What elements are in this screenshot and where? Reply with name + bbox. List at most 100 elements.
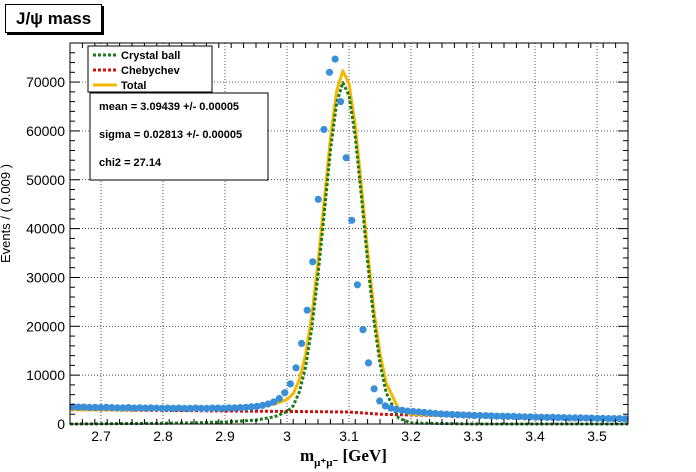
x-axis-label: mμ⁺μ⁻ [GeV] xyxy=(300,446,387,469)
data-point xyxy=(398,406,406,414)
data-point xyxy=(331,55,339,63)
y-tick-label: 40000 xyxy=(26,221,65,237)
data-point xyxy=(303,306,311,314)
data-point xyxy=(85,403,94,411)
data-point xyxy=(431,409,440,418)
data-point xyxy=(409,407,417,416)
data-point xyxy=(582,414,590,422)
data-point xyxy=(208,404,216,412)
y-tick-label: 0 xyxy=(57,416,65,432)
axis-tick-labels: 2.7 2.8 2.9 3 3.1 3.2 3.3 3.4 3.5 0 10000 20000 3000… xyxy=(26,74,607,444)
stats-box: mean = 3.09439 +/- 0.00005 sigma = 0.0281… xyxy=(89,92,269,181)
data-point xyxy=(565,414,574,422)
x-tick-label: 3.4 xyxy=(525,428,545,444)
data-point xyxy=(526,413,535,421)
data-point xyxy=(125,404,133,412)
data-point xyxy=(593,414,601,422)
data-point xyxy=(342,154,350,162)
data-point xyxy=(231,404,239,412)
data-point xyxy=(353,281,361,289)
data-point xyxy=(264,400,272,408)
data-point xyxy=(543,413,551,421)
data-point xyxy=(515,413,523,421)
data-point xyxy=(175,404,183,412)
x-tick-label: 3.5 xyxy=(587,428,607,444)
data-point xyxy=(443,410,451,418)
data-point xyxy=(298,339,306,347)
axis-ticks xyxy=(69,42,629,425)
data-point xyxy=(136,404,144,412)
x-tick-label: 2.9 xyxy=(215,428,235,444)
x-axis-label-main: m xyxy=(300,446,314,465)
data-point xyxy=(437,410,445,418)
data-point xyxy=(91,403,99,411)
data-point xyxy=(616,415,624,423)
y-tick-label: 10000 xyxy=(26,367,65,383)
data-point xyxy=(532,413,540,421)
x-tick-label: 3.2 xyxy=(401,428,421,444)
data-point xyxy=(476,411,484,420)
data-point xyxy=(69,403,77,411)
data-point xyxy=(314,195,322,203)
legend-label: Chebychev xyxy=(121,65,181,77)
data-point xyxy=(225,404,233,412)
data-point xyxy=(387,404,395,412)
x-axis-label-sub: μ⁺μ⁻ xyxy=(314,457,338,469)
data-point xyxy=(554,414,562,422)
data-point xyxy=(180,404,188,412)
data-point xyxy=(604,415,613,423)
data-point xyxy=(448,410,456,419)
legend-label: Total xyxy=(121,80,146,92)
x-tick-label: 2.7 xyxy=(91,428,111,444)
series-line-crystal-ball xyxy=(69,81,628,426)
data-point xyxy=(549,413,557,421)
data-point xyxy=(80,403,88,411)
data-point xyxy=(253,402,261,410)
chart-title: J/ψ mass xyxy=(5,4,103,33)
data-point xyxy=(281,389,289,397)
data-point xyxy=(309,258,317,266)
data-point xyxy=(97,404,105,412)
data-point xyxy=(108,404,116,412)
data-point xyxy=(376,397,384,405)
data-point xyxy=(415,408,423,416)
data-point xyxy=(186,404,194,412)
data-point xyxy=(320,125,328,134)
data-point xyxy=(504,412,512,420)
data-point xyxy=(359,326,367,334)
x-tick-label: 3.3 xyxy=(463,428,483,444)
data-point xyxy=(459,411,467,419)
data-point xyxy=(364,359,373,367)
y-axis-label: Events / ( 0.009 ) xyxy=(0,164,13,263)
data-point xyxy=(152,404,161,412)
data-point xyxy=(147,404,155,412)
data-point xyxy=(258,401,267,409)
y-tick-label: 20000 xyxy=(26,318,65,334)
data-point xyxy=(141,404,149,412)
data-point xyxy=(454,411,462,419)
plot-frame xyxy=(69,42,629,425)
data-point xyxy=(158,404,166,412)
data-point xyxy=(119,404,127,412)
data-point xyxy=(426,409,434,417)
data-point xyxy=(74,403,82,411)
data-point xyxy=(169,404,177,412)
data-point xyxy=(420,408,428,417)
data-point xyxy=(493,412,501,420)
x-tick-label: 2.8 xyxy=(153,428,173,444)
data-point xyxy=(164,404,172,412)
y-tick-label: 50000 xyxy=(26,172,65,188)
data-point xyxy=(113,404,121,412)
stats-line: mean = 3.09439 +/- 0.00005 xyxy=(99,101,239,113)
data-point xyxy=(102,403,110,411)
data-point xyxy=(203,404,211,412)
x-tick-label: 3 xyxy=(283,428,291,444)
data-point xyxy=(247,403,255,411)
data-point xyxy=(337,98,345,106)
data-point xyxy=(471,411,479,420)
data-point xyxy=(621,415,629,423)
data-point xyxy=(214,404,222,412)
x-axis-label-unit: [GeV] xyxy=(338,446,387,465)
data-point xyxy=(571,414,579,422)
data-point xyxy=(197,404,205,412)
